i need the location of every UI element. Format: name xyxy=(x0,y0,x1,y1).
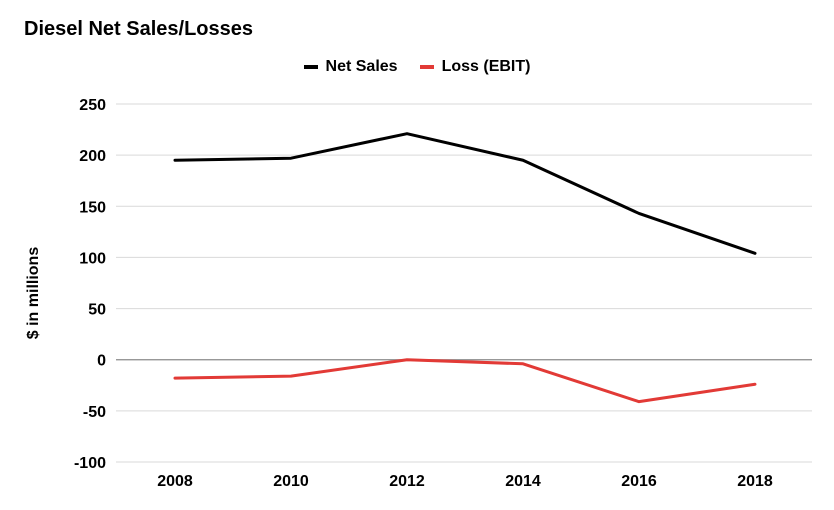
series-line-0 xyxy=(173,132,757,255)
y-tick-label: 50 xyxy=(88,302,106,319)
legend-swatch-loss xyxy=(419,65,434,69)
x-tick-label: 2016 xyxy=(621,473,657,490)
legend-item-net-sales: Net Sales xyxy=(303,58,398,76)
x-tick-label: 2012 xyxy=(389,473,425,490)
legend-label-loss: Loss (EBIT) xyxy=(441,58,531,75)
y-tick-label: 0 xyxy=(97,353,106,370)
y-tick-label: 150 xyxy=(79,199,106,216)
y-tick-label: 100 xyxy=(79,250,106,267)
chart-title: Diesel Net Sales/Losses xyxy=(24,18,254,40)
y-tick-label: 250 xyxy=(79,97,106,114)
x-tick-label: 2010 xyxy=(273,473,309,490)
y-tick-label: -50 xyxy=(83,404,106,421)
y-axis-label: $ in millions xyxy=(25,247,42,340)
legend-item-loss: Loss (EBIT) xyxy=(419,58,531,76)
legend: Net Sales Loss (EBIT) xyxy=(0,58,834,76)
y-tick-label: 200 xyxy=(79,148,106,165)
x-tick-label: 2008 xyxy=(157,473,193,490)
y-tick-label: -100 xyxy=(74,455,106,472)
x-tick-label: 2014 xyxy=(505,473,541,490)
legend-swatch-net-sales xyxy=(303,65,318,69)
x-tick-label: 2018 xyxy=(737,473,773,490)
legend-label-net-sales: Net Sales xyxy=(325,58,398,75)
series-line-1 xyxy=(173,358,757,404)
